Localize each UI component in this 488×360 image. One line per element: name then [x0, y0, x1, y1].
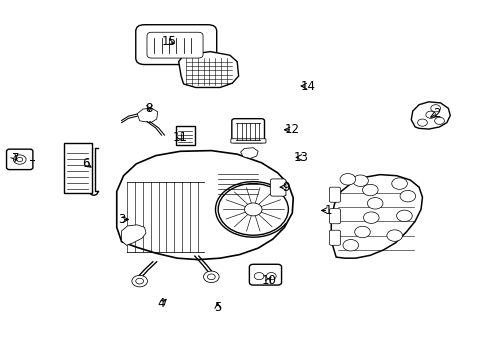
- Circle shape: [391, 178, 407, 189]
- FancyBboxPatch shape: [270, 179, 285, 196]
- Text: 12: 12: [284, 123, 299, 136]
- Text: 13: 13: [293, 151, 308, 164]
- Circle shape: [254, 273, 264, 280]
- Circle shape: [136, 278, 143, 284]
- Text: 14: 14: [300, 80, 315, 93]
- Circle shape: [366, 198, 382, 209]
- FancyBboxPatch shape: [329, 230, 340, 245]
- Polygon shape: [330, 175, 422, 258]
- Circle shape: [425, 111, 435, 118]
- Text: 9: 9: [282, 181, 289, 194]
- FancyBboxPatch shape: [249, 264, 281, 285]
- Circle shape: [266, 273, 276, 280]
- FancyBboxPatch shape: [329, 187, 340, 202]
- Circle shape: [218, 184, 288, 235]
- Circle shape: [17, 157, 22, 162]
- Circle shape: [207, 274, 215, 280]
- Text: 15: 15: [161, 35, 176, 49]
- Circle shape: [363, 212, 378, 224]
- Text: 6: 6: [82, 157, 90, 170]
- Circle shape: [399, 190, 415, 202]
- Polygon shape: [178, 51, 238, 87]
- Circle shape: [132, 275, 147, 287]
- FancyBboxPatch shape: [231, 119, 264, 143]
- FancyBboxPatch shape: [230, 139, 265, 143]
- Circle shape: [354, 226, 369, 238]
- Polygon shape: [410, 102, 449, 129]
- FancyBboxPatch shape: [6, 149, 33, 170]
- Text: 11: 11: [172, 131, 187, 144]
- Polygon shape: [117, 150, 293, 260]
- Circle shape: [362, 184, 377, 196]
- Polygon shape: [137, 108, 158, 123]
- Circle shape: [342, 239, 358, 251]
- Circle shape: [386, 230, 402, 241]
- FancyBboxPatch shape: [175, 126, 194, 145]
- Text: 4: 4: [158, 297, 165, 310]
- Text: 5: 5: [214, 301, 221, 314]
- Circle shape: [396, 210, 411, 222]
- Circle shape: [417, 119, 427, 126]
- Circle shape: [244, 203, 262, 216]
- FancyBboxPatch shape: [136, 25, 216, 64]
- Text: 3: 3: [118, 213, 125, 226]
- Circle shape: [430, 105, 440, 112]
- Circle shape: [352, 175, 367, 186]
- FancyBboxPatch shape: [63, 143, 92, 193]
- Circle shape: [434, 117, 444, 125]
- Text: 2: 2: [432, 107, 440, 120]
- Circle shape: [339, 174, 355, 185]
- Text: 8: 8: [145, 102, 153, 115]
- FancyBboxPatch shape: [147, 32, 203, 58]
- Text: 7: 7: [12, 152, 19, 165]
- Circle shape: [13, 155, 26, 164]
- Polygon shape: [240, 148, 258, 158]
- Polygon shape: [122, 225, 146, 245]
- Circle shape: [203, 271, 219, 283]
- Text: 10: 10: [261, 274, 276, 287]
- Text: 1: 1: [324, 204, 331, 217]
- FancyBboxPatch shape: [329, 209, 340, 224]
